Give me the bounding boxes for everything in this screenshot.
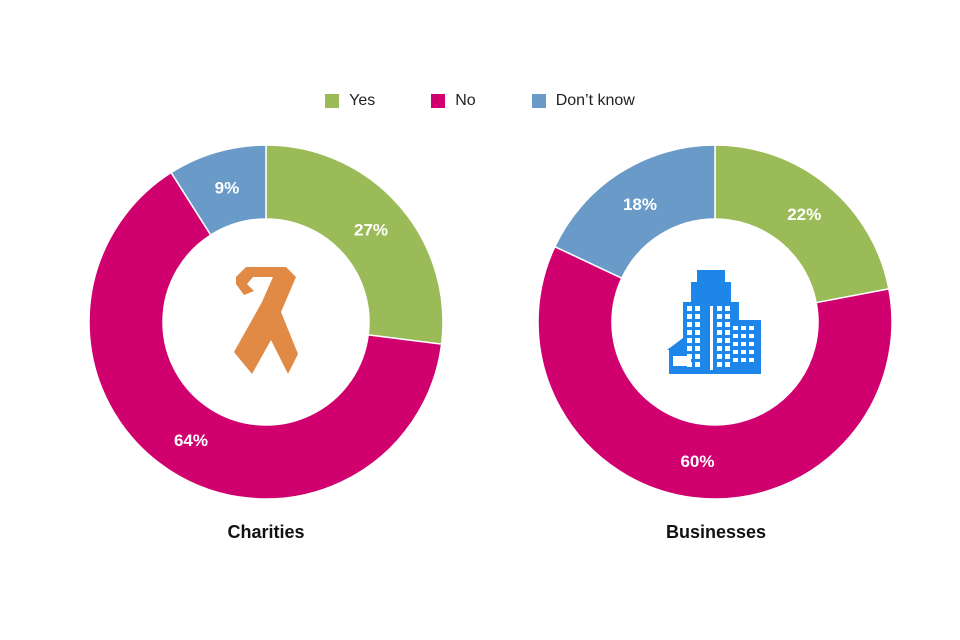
legend-item-no: No	[431, 92, 476, 110]
legend-item-dont-know: Don’t know	[531, 92, 635, 110]
legend-label: Don’t know	[555, 92, 635, 109]
legend-swatch	[531, 94, 546, 108]
slice-don-t-know	[553, 144, 716, 280]
legend-item-yes: Yes	[325, 92, 375, 110]
data-label: 9%	[215, 179, 240, 198]
chart-title-charities: Charities	[227, 522, 305, 542]
legend-swatch	[431, 94, 446, 108]
legend-swatch	[325, 94, 340, 108]
legend-label: No	[455, 92, 476, 109]
data-label: 60%	[680, 452, 714, 471]
data-label: 64%	[174, 431, 208, 450]
slice-don-t-know	[170, 144, 267, 237]
slice-no	[537, 245, 893, 500]
legend-label: Yes	[349, 92, 376, 109]
ribbon-icon	[234, 267, 298, 374]
slice-yes	[714, 144, 890, 304]
data-label: 18%	[623, 195, 657, 214]
slice-yes	[265, 144, 444, 346]
legend: Yes No Don’t know	[0, 92, 960, 110]
office-building-icon	[667, 270, 761, 374]
data-label: 27%	[354, 220, 388, 239]
data-label: 22%	[787, 205, 821, 224]
slice-no	[88, 171, 443, 500]
chart-title-businesses: Businesses	[665, 522, 767, 542]
